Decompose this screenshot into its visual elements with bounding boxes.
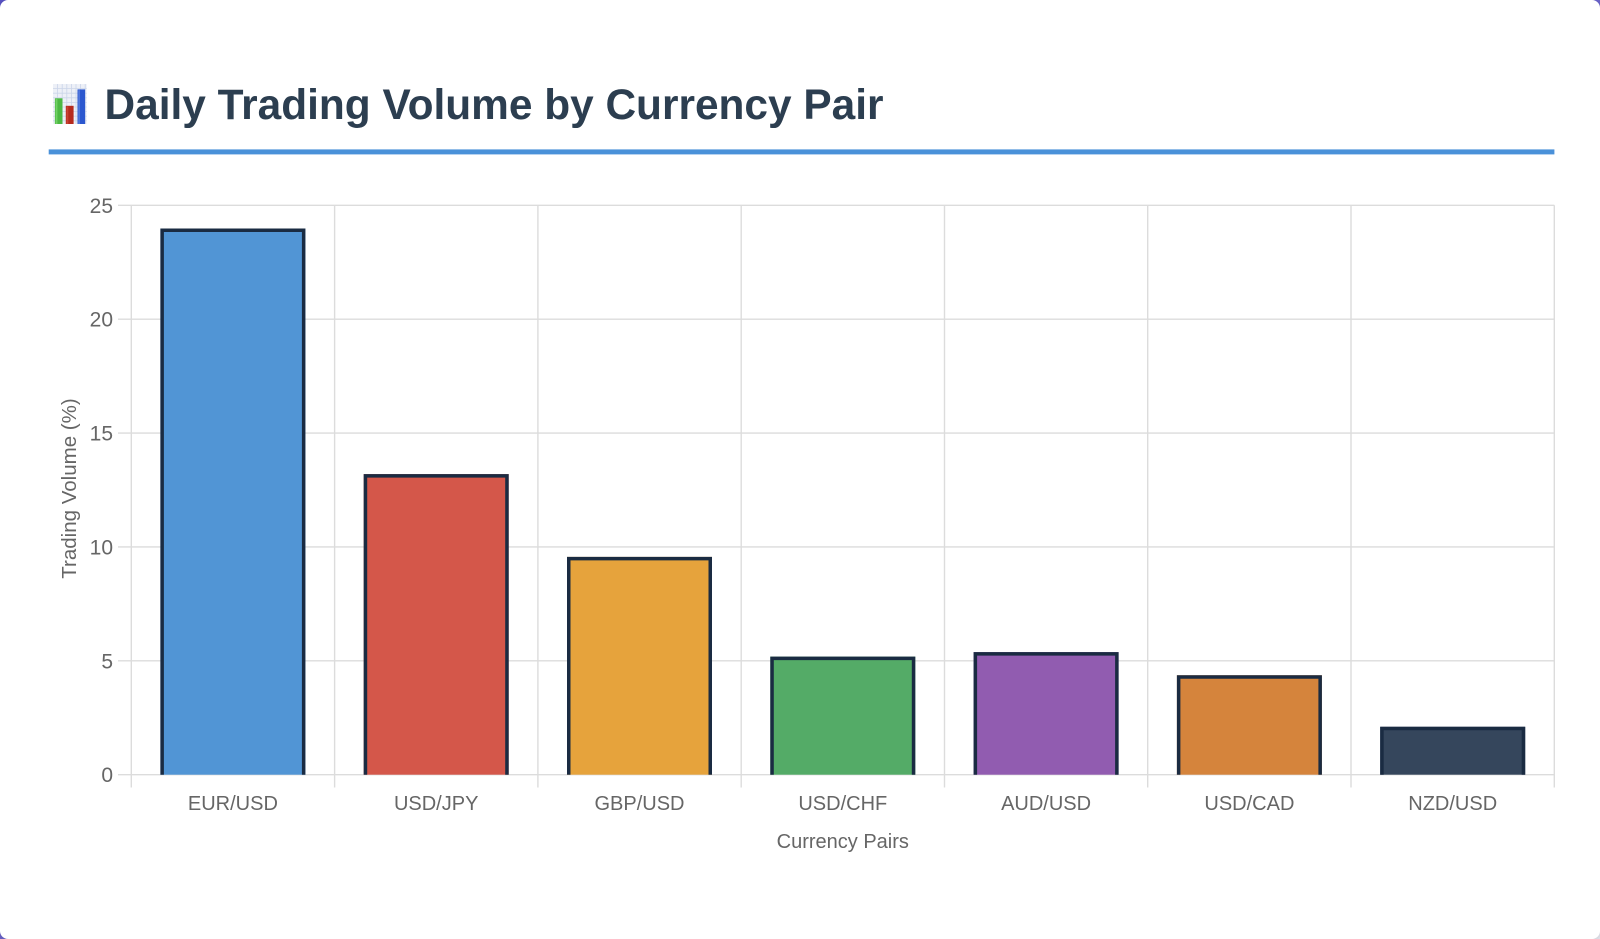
svg-text:USD/JPY: USD/JPY <box>394 793 478 815</box>
svg-text:Daily Trading Volume by Curren: Daily Trading Volume by Currency Pair <box>105 81 884 128</box>
svg-text:10: 10 <box>90 536 113 559</box>
svg-text:Currency Pairs: Currency Pairs <box>777 831 909 853</box>
svg-text:USD/CAD: USD/CAD <box>1204 793 1294 815</box>
svg-text:20: 20 <box>90 309 113 332</box>
svg-text:GBP/USD: GBP/USD <box>594 793 684 815</box>
svg-text:0: 0 <box>101 764 113 787</box>
svg-text:Trading Volume (%): Trading Volume (%) <box>58 398 81 578</box>
svg-text:EUR/USD: EUR/USD <box>188 793 278 815</box>
svg-text:USD/CHF: USD/CHF <box>798 793 887 815</box>
svg-text:NZD/USD: NZD/USD <box>1408 793 1497 815</box>
svg-text:15: 15 <box>90 423 113 446</box>
svg-text:25: 25 <box>90 195 113 218</box>
svg-text:5: 5 <box>101 650 113 673</box>
svg-text:AUD/USD: AUD/USD <box>1001 793 1091 815</box>
